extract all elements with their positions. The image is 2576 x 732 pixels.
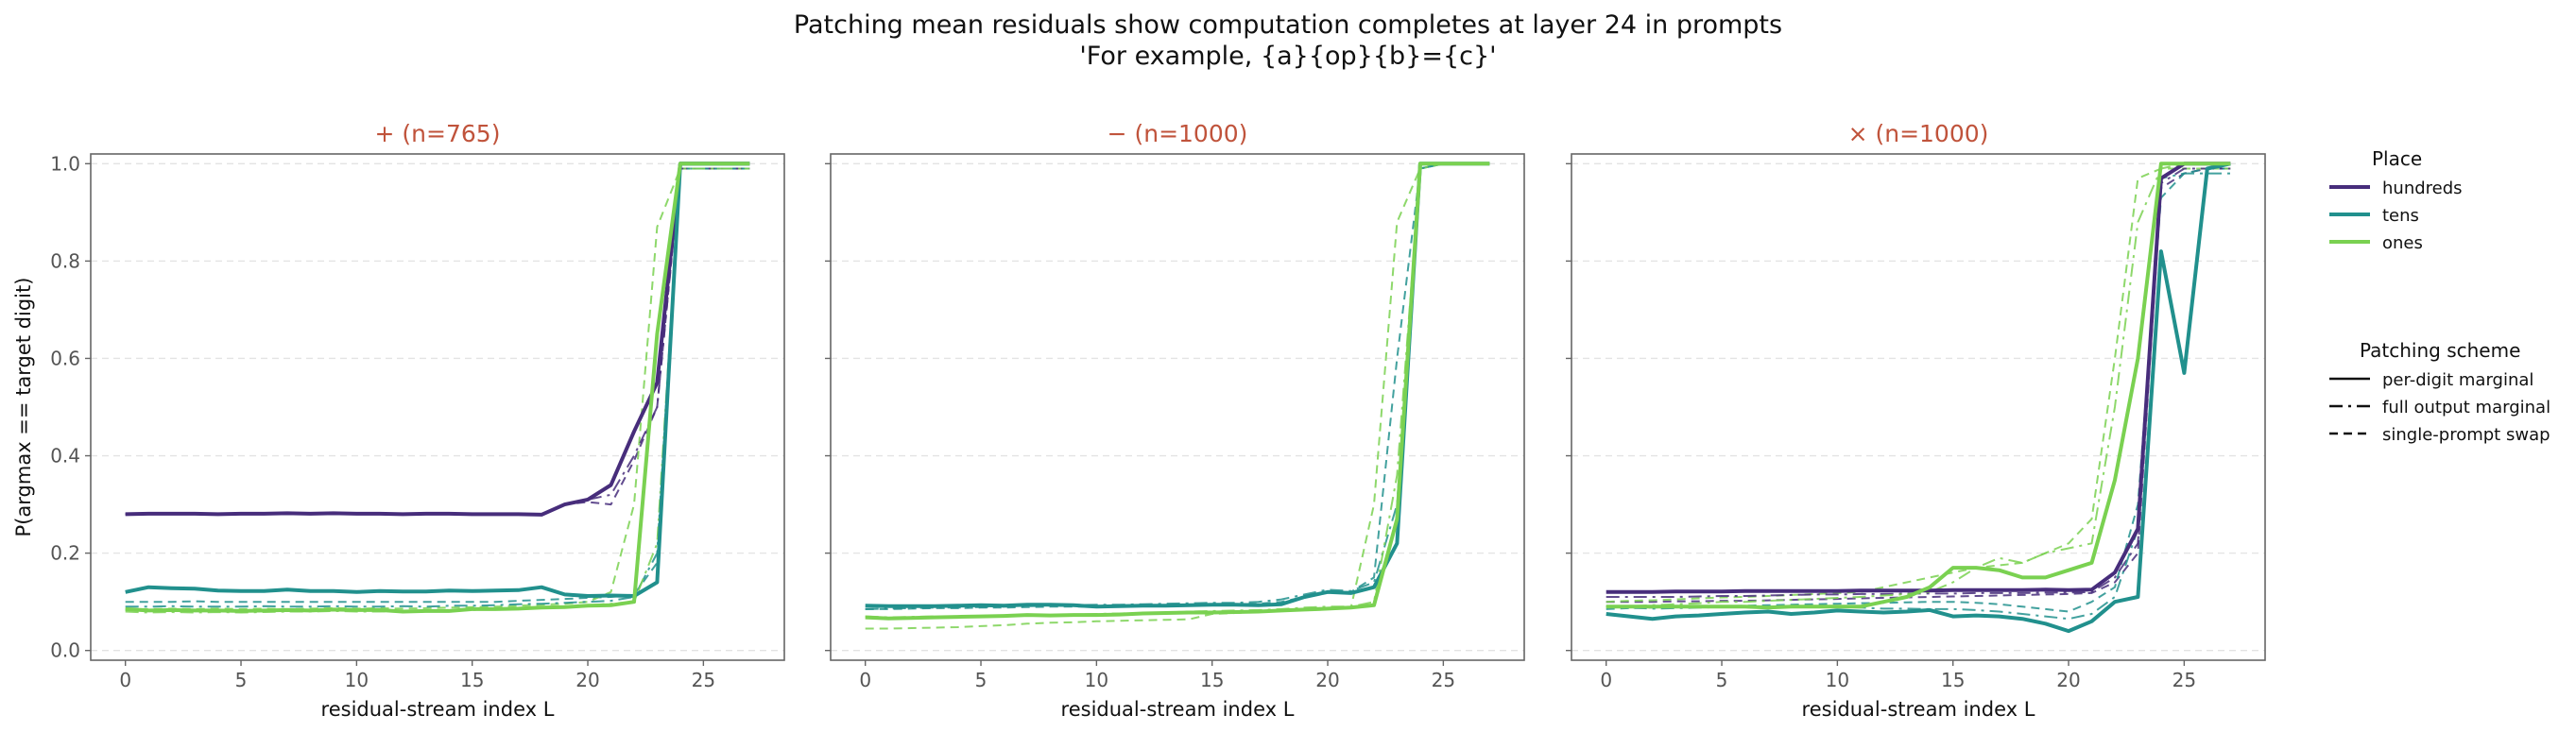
legend-scheme-title: Patching scheme (2360, 339, 2520, 362)
series-line-ones-full-output (1606, 162, 2231, 608)
x-tick-label: 10 (1085, 669, 1108, 691)
panel-border (90, 153, 785, 661)
y-tick-label: 1.0 (50, 152, 80, 175)
panel-multiplication: × (n=1000) residual-stream index L 0 5 10 1… (1566, 120, 2266, 721)
chart-subtitle: 'For example, {a}{op}{b}={c}' (1079, 42, 1496, 71)
series-line-ones-single-swap (1606, 167, 2231, 604)
x-tick-label: 20 (1315, 669, 1339, 691)
x-tick-label: 20 (575, 669, 599, 691)
series-line-ones-single-swap (865, 162, 1490, 630)
x-tick-label: 10 (345, 669, 369, 691)
x-tick-label: 15 (460, 669, 484, 691)
x-axis-label-addition: residual-stream index L (321, 698, 555, 721)
x-tick-label: 20 (2056, 669, 2080, 691)
x-tick-label: 5 (1716, 669, 1728, 691)
x-tick-label: 15 (1941, 669, 1965, 691)
legend-label-per-digit: per-digit marginal (2382, 370, 2533, 390)
x-tick-label: 25 (1432, 669, 1455, 691)
x-tick-label: 15 (1200, 669, 1224, 691)
x-tick-label: 0 (1600, 669, 1612, 691)
legend-scheme: Patching scheme per-digit marginal full o… (2329, 339, 2550, 445)
panel-border (830, 153, 1525, 661)
panel-subtraction: − (n=1000) residual-stream index L 0 5 10 1… (825, 120, 1525, 721)
panel-addition: + (n=765) residual-stream index L 0.0 0.2… (50, 120, 785, 721)
x-tick-label: 25 (692, 669, 715, 691)
x-axis-label-subtraction: residual-stream index L (1061, 698, 1295, 721)
x-tick-label: 0 (119, 669, 131, 691)
strip-label-multiplication: × (n=1000) (1848, 120, 1989, 147)
strip-label-addition: + (n=765) (375, 120, 501, 147)
y-tick-label: 0.8 (50, 249, 80, 272)
panel-border (1571, 153, 2266, 661)
series-line-ones-per-digit (1606, 162, 2231, 610)
y-tick-label: 0.2 (50, 542, 80, 565)
legend-label-ones: ones (2382, 233, 2423, 253)
legend-place: Place hundreds tens ones (2329, 147, 2463, 253)
series-line-tens-single-swap (125, 167, 750, 604)
series-line-ones-full-output (125, 167, 750, 614)
legend-place-title: Place (2372, 147, 2422, 170)
legend-label-single-swap: single-prompt swap (2382, 425, 2550, 445)
series-line-tens-per-digit (1606, 162, 2231, 634)
series-line-ones-per-digit (865, 162, 1490, 621)
y-tick-label: 0.0 (50, 639, 80, 662)
x-tick-label: 0 (859, 669, 871, 691)
x-axis-label-multiplication: residual-stream index L (1802, 698, 2035, 721)
legend-label-full-output: full output marginal (2382, 398, 2550, 417)
y-axis-label: P(argmax == target digit) (12, 278, 35, 537)
series-line-hundreds-per-digit (125, 162, 750, 517)
x-tick-label: 10 (1826, 669, 1849, 691)
series-line-hundreds-single-swap (1606, 167, 2231, 604)
x-tick-label: 5 (975, 669, 987, 691)
y-tick-label: 0.6 (50, 347, 80, 369)
series-line-tens-full-output (1606, 172, 2231, 621)
x-tick-label: 25 (2172, 669, 2196, 691)
series-line-tens-per-digit (125, 162, 750, 598)
chart-title: Patching mean residuals show computation… (794, 10, 1782, 40)
legend-label-tens: tens (2382, 206, 2419, 226)
strip-label-subtraction: − (n=1000) (1108, 120, 1248, 147)
series-line-tens-full-output (125, 167, 750, 608)
legend-label-hundreds: hundreds (2382, 179, 2463, 198)
series-line-ones-per-digit (125, 162, 750, 614)
x-tick-label: 5 (235, 669, 248, 691)
y-tick-label: 0.4 (50, 445, 80, 468)
